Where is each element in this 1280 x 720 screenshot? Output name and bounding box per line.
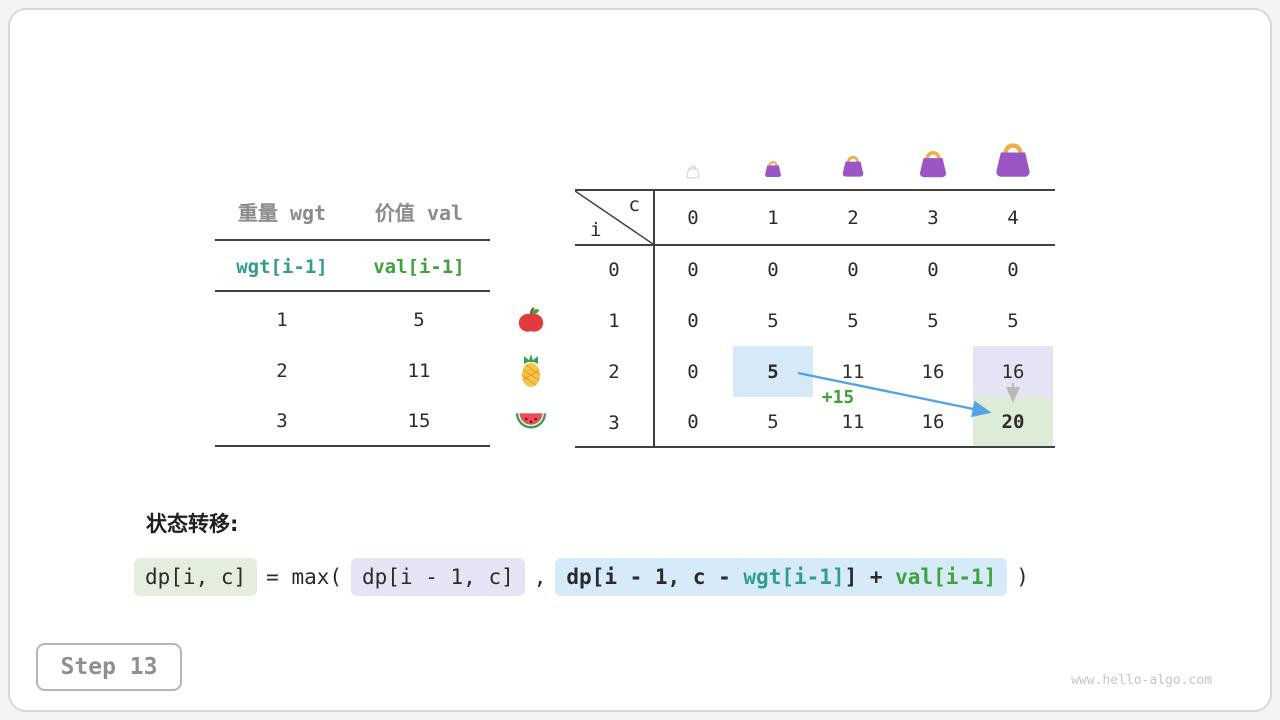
items-table-rule-bottom [215,445,490,447]
items-table-rule-top [215,239,490,241]
dp-cell: 0 [687,411,699,433]
formula-arg2-val: val[i-1] [895,565,997,589]
formula-arg1-box: dp[i - 1, c] [351,558,525,596]
dp-cell: 0 [847,258,859,281]
transition-arrows [700,330,1080,460]
formula-arg2-box: dp[i - 1, c - wgt[i-1]] + val[i-1] [555,558,1008,596]
pineapple-icon [515,353,547,393]
formula-close: ) [1016,565,1029,589]
items-cell: 11 [407,360,431,382]
apple-icon [516,305,546,339]
formula-arg2-p2: ] + [844,565,896,589]
dp-cell-target: 20 [1001,411,1025,433]
dp-cell: 0 [687,309,699,332]
items-cell: 2 [276,360,288,382]
dp-row-label: 3 [608,411,620,434]
dp-col-header: 4 [1007,206,1019,229]
dp-rule-header [575,244,1055,246]
dp-row-label: 1 [608,309,620,332]
formula-arg2-p1: dp[i - 1, c - [566,565,744,589]
formula-arg2-wgt: wgt[i-1] [743,565,845,589]
dp-row-label: 2 [608,360,620,383]
dp-rule-top [575,189,1055,191]
dp-cell: 5 [927,309,939,332]
watermelon-icon [514,408,548,436]
bag-small-icon [762,158,784,182]
dp-cell-source: 5 [767,360,779,383]
dp-cell: 0 [1007,258,1019,281]
dp-cell: 0 [927,258,939,281]
dp-cell: 5 [847,309,859,332]
bag-ghost-icon [685,163,701,183]
formula-operator: = max( [266,565,343,589]
dp-cell: 16 [921,411,945,433]
dp-cell: 16 [921,360,945,383]
items-cell: 15 [407,410,431,432]
dp-cell: 5 [767,411,779,433]
highlight-source-cell [733,346,813,397]
plus-value-annotation: +15 [821,386,855,408]
dp-corner-row-var: i [590,219,602,241]
items-table-rule-mid [215,290,490,292]
bag-xlarge-icon [990,137,1036,183]
dp-corner-col-var: c [628,194,640,216]
items-col-header-weight: 重量 wgt [237,200,327,225]
dp-col-header: 0 [687,206,699,229]
dp-cell: 0 [687,360,699,383]
step-badge: Step 13 [36,643,182,691]
items-col-header-value: 价值 val [374,200,464,225]
dp-col-header: 3 [927,206,939,229]
watermark: www.hello-algo.com [1071,673,1212,688]
items-cell: 3 [276,410,288,432]
blue-transition-arrow-icon [797,371,992,418]
bag-medium-icon [839,152,867,182]
dp-cell: 5 [767,309,779,332]
section-label: 状态转移: [146,512,239,536]
dp-cell: 0 [767,258,779,281]
formula-separator: , [533,565,547,589]
dp-cell: 5 [1007,309,1019,332]
bag-large-icon [915,146,951,183]
dp-col-header: 1 [767,206,779,229]
transition-formula: dp[i, c] = max( dp[i - 1, c] , dp[i - 1,… [134,558,1029,596]
items-formula-val: val[i-1] [373,256,465,278]
formula-lhs-box: dp[i, c] [134,558,258,596]
items-cell: 5 [413,309,425,331]
items-formula-wgt: wgt[i-1] [236,256,328,278]
dp-rule-bottom [575,446,1055,448]
dp-col-header: 2 [847,206,859,229]
dp-rule-vertical [653,189,655,448]
dp-cell: 0 [687,258,699,281]
items-cell: 1 [276,309,288,331]
dp-cell: 11 [841,411,865,433]
dp-cell: 11 [841,360,865,383]
dp-cell-above: 16 [1001,360,1025,383]
dp-row-label: 0 [608,258,620,281]
dp-corner-cell: c i [575,191,653,244]
